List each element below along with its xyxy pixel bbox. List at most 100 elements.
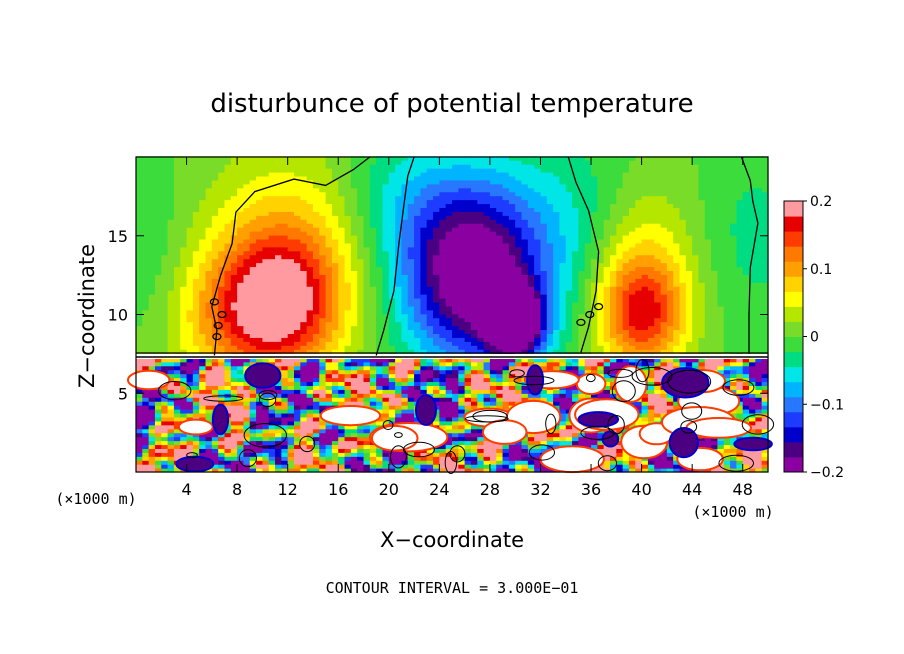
heatmap-cell [647,349,655,354]
heatmap-cell [635,187,643,193]
heatmap-cell [610,207,617,212]
heatmap-cell [148,262,156,268]
heatmap-cell [711,254,719,260]
heatmap-cell [749,183,756,189]
heatmap-cell [237,258,245,264]
heatmap-cell [685,321,693,327]
heatmap-cell [407,219,415,224]
heatmap-cell [527,179,535,185]
heatmap-cell [534,227,542,232]
heatmap-cell [243,175,251,181]
heatmap-cell [388,168,396,173]
heatmap-cell [647,219,655,224]
heatmap-cell [578,175,586,181]
heatmap-cell [205,297,213,303]
heatmap-cell [603,211,611,216]
heatmap-cell [344,337,352,342]
heatmap-cell [350,309,358,315]
heatmap-cell [148,211,156,216]
heatmap-cell [287,231,295,236]
heatmap-cell [711,231,719,236]
heatmap-cell [211,274,219,279]
heatmap-cell [647,238,655,244]
heatmap-cell [452,294,459,299]
heatmap-cell [647,179,655,185]
heatmap-cell [572,317,579,323]
heatmap-cell [647,313,655,319]
heatmap-cell [211,179,219,185]
heatmap-cell [300,203,308,208]
heatmap-cell [243,215,251,220]
heatmap-cell [603,219,611,224]
heatmap-cell [407,250,415,256]
heatmap-cell [483,349,491,354]
heatmap-cell [388,231,396,236]
heatmap-cell [136,305,143,311]
heatmap-cell [148,290,156,295]
heatmap-cell [433,238,440,244]
heatmap-cell [249,262,257,268]
heatmap-cell [287,349,295,354]
heatmap-cell [603,227,611,232]
heatmap-cell [445,297,453,303]
heatmap-cell [401,297,409,303]
heatmap-cell [287,290,295,295]
heatmap-cell [230,156,238,161]
heatmap-cell [331,274,339,279]
heatmap-cell [249,195,257,201]
heatmap-cell [685,199,693,205]
heatmap-cell [369,207,377,212]
heatmap-cell [306,321,314,327]
heatmap-cell [268,337,276,342]
heatmap-cell [616,234,624,240]
heatmap-cell [723,211,731,216]
heatmap-cell [186,317,194,323]
heatmap-cell [262,203,270,208]
heatmap-cell [622,294,630,299]
heatmap-cell [154,317,162,323]
heatmap-cell [161,294,169,299]
heatmap-cell [173,187,181,193]
heatmap-cell [154,305,162,311]
heatmap-cell [331,250,339,256]
heatmap-cell [249,294,257,299]
heatmap-cell [148,341,156,346]
heatmap-cell [338,321,346,327]
heatmap-cell [565,254,573,260]
heatmap-cell [597,242,605,248]
heatmap-cell [224,250,232,256]
heatmap-cell [199,246,207,252]
heatmap-cell [496,250,504,256]
heatmap-cell [344,246,352,252]
heatmap-cell [730,160,737,165]
heatmap-cell [363,234,371,240]
heatmap-cell [142,246,150,252]
heatmap-cell [312,234,320,240]
heatmap-cell [679,207,687,212]
heatmap-cell [597,313,605,319]
heatmap-cell [515,156,523,161]
heatmap-cell [559,183,567,189]
heatmap-cell [294,282,301,287]
heatmap-cell [635,321,643,327]
heatmap-cell [610,164,617,169]
heatmap-cell [218,207,226,212]
heatmap-cell [521,227,529,232]
heatmap-cell [325,203,333,208]
heatmap-cell [281,156,289,161]
heatmap-cell [641,258,649,264]
heatmap-cell [515,345,523,350]
heatmap-cell [622,195,630,201]
heatmap-cell [344,179,352,185]
heatmap-cell [597,333,605,338]
heatmap-cell [584,278,592,283]
heatmap-cell [224,266,232,271]
heatmap-cell [565,278,573,283]
heatmap-cell [489,321,497,327]
heatmap-cell [407,274,415,279]
heatmap-cell [679,321,687,327]
heatmap-cell [154,211,162,216]
heatmap-cell [534,187,542,193]
heatmap-cell [635,294,643,299]
heatmap-cell [205,179,213,185]
